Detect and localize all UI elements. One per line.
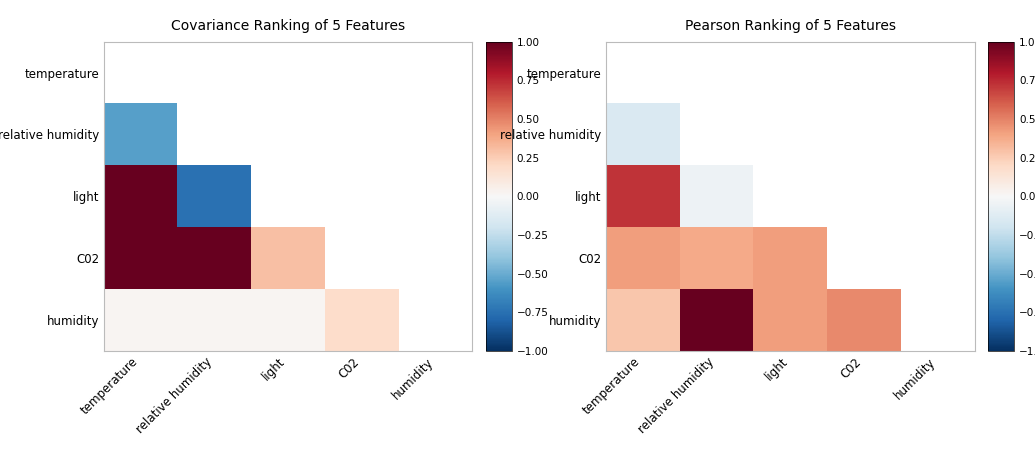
Bar — [680, 165, 753, 227]
Title: Pearson Ranking of 5 Features: Pearson Ranking of 5 Features — [685, 19, 895, 33]
Bar — [605, 227, 680, 289]
Bar — [680, 289, 753, 351]
Bar — [252, 227, 325, 289]
Bar — [177, 165, 252, 227]
Bar — [605, 103, 680, 165]
Bar — [605, 289, 680, 351]
Bar — [753, 227, 827, 289]
Title: Covariance Ranking of 5 Features: Covariance Ranking of 5 Features — [171, 19, 405, 33]
Bar — [104, 165, 177, 227]
Bar — [177, 289, 252, 351]
Bar — [252, 289, 325, 351]
Bar — [753, 289, 827, 351]
Bar — [827, 289, 901, 351]
Bar — [177, 227, 252, 289]
Bar — [104, 227, 177, 289]
Bar — [104, 103, 177, 165]
Bar — [680, 227, 753, 289]
Bar — [605, 165, 680, 227]
Bar — [325, 289, 398, 351]
Bar — [104, 289, 177, 351]
